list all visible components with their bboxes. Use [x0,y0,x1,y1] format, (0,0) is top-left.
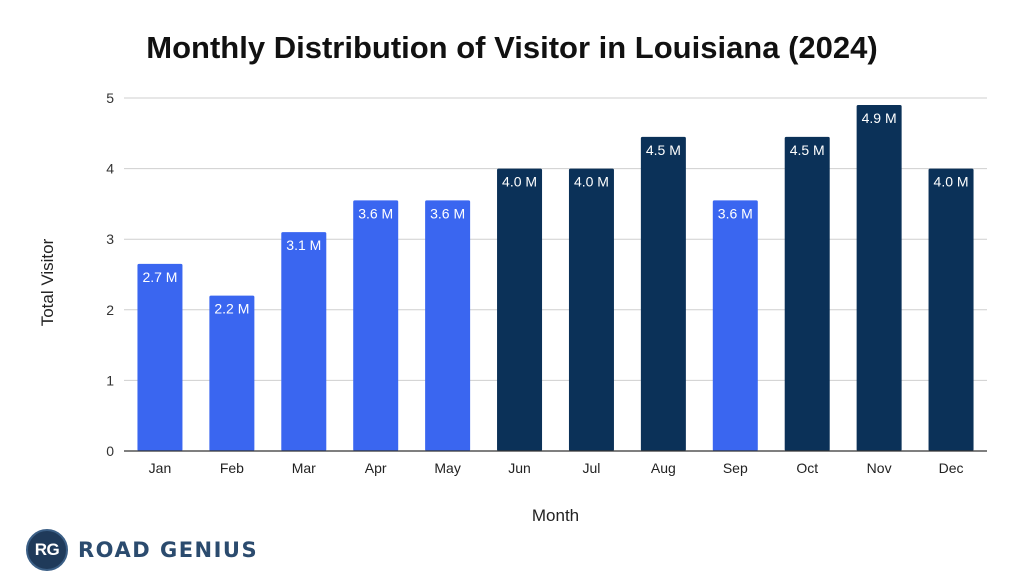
y-axis-ticks: 0 1 2 3 4 5 [106,90,114,459]
bar-jul [568,168,614,451]
bar-oct [784,136,830,451]
data-label: 4.5 M [790,142,825,158]
data-label: 4.0 M [502,174,537,190]
data-label: 4.5 M [646,142,681,158]
x-tick-label: Mar [292,460,316,476]
bar-jan [137,263,183,451]
x-axis-title: Month [532,506,579,525]
bar-jun [497,168,543,451]
x-tick-label: Jun [508,460,531,476]
gridlines [124,97,987,381]
data-label: 2.2 M [214,301,249,317]
bar-sep [712,200,758,451]
x-axis-ticks: Jan Feb Mar Apr May Jun Jul Aug Sep Oct Nov Dec [149,460,964,476]
chart-title: Monthly Distribution of Visitor in Louis… [146,30,878,65]
bar-aug [640,136,686,451]
y-tick-label: 1 [106,372,114,388]
y-tick-label: 2 [106,302,114,318]
data-label: 3.6 M [358,205,393,221]
data-label: 3.1 M [286,237,321,253]
logo-badge-icon: RG [26,529,68,571]
y-tick-label: 5 [106,90,114,106]
bar-may [425,200,471,451]
y-tick-label: 4 [106,161,114,177]
data-label: 4.0 M [934,174,969,190]
x-tick-label: Jul [583,460,601,476]
bar-dec [928,168,974,451]
logo-name: ROAD GENIUS [78,538,259,562]
x-tick-label: Sep [723,460,748,476]
x-tick-label: Aug [651,460,676,476]
x-tick-label: Apr [365,460,387,476]
data-label: 4.0 M [574,174,609,190]
data-label: 2.7 M [142,269,177,285]
x-tick-label: Jan [149,460,172,476]
bar-mar [281,232,327,451]
bars [137,105,974,451]
y-tick-label: 0 [106,443,114,459]
data-label: 3.6 M [718,205,753,221]
bar-nov [856,105,902,451]
y-tick-label: 3 [106,231,114,247]
bar-feb [209,295,255,451]
road-genius-logo: RG ROAD GENIUS [26,528,258,572]
x-tick-label: Nov [867,460,892,476]
x-tick-label: Feb [220,460,244,476]
x-tick-label: Oct [796,460,818,476]
x-tick-label: May [434,460,460,476]
data-labels: 2.7 M 2.2 M 3.1 M 3.6 M 3.6 M 4.0 M 4.0 M 4.5 M… [142,110,968,317]
y-axis-title: Total Visitor [38,238,57,326]
data-label: 3.6 M [430,205,465,221]
data-label: 4.9 M [862,110,897,126]
x-tick-label: Dec [939,460,964,476]
bar-apr [353,200,399,451]
